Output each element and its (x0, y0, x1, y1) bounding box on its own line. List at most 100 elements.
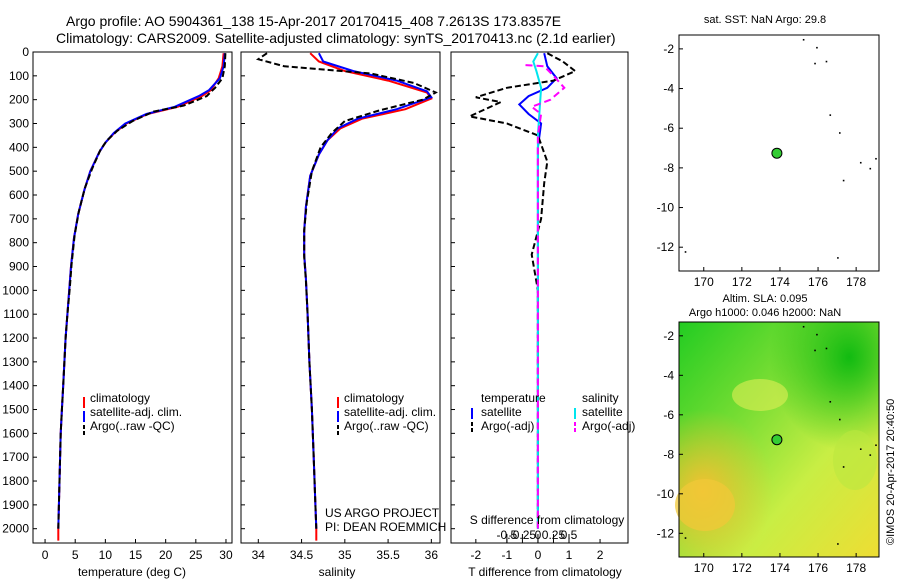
salinity-legend-climatology: climatology (344, 391, 404, 405)
temperature-legend-argo: Argo(..raw -QC) (90, 419, 175, 433)
temperature-ytick-label: 1400 (2, 379, 29, 393)
sla-map-title-line2: Argo h1000: 0.046 h2000: NaN (689, 307, 841, 319)
difference-series-line (466, 52, 578, 529)
temperature-series-line (57, 53, 226, 529)
sla-map-xtick-label: 172 (732, 561, 752, 575)
island-dot (802, 325, 805, 328)
temperature-y-axis: 0 100 200 300 400 500 600 700 800 900 1000 1100 1200… (2, 45, 37, 536)
island-dot (825, 347, 828, 350)
sla-map-xtick-label: 176 (808, 561, 828, 575)
salinity-panel: 34 34.5 35 35.5 36 salinity climatology sate… (240, 51, 446, 579)
sst-map-xtick-label: 172 (732, 275, 752, 289)
sla-map-ytick-label: -6 (663, 408, 674, 422)
temperature-xtick-label: 15 (129, 548, 143, 562)
sst-map-ytick-label: -2 (663, 42, 674, 56)
temperature-ytick-label: 1700 (2, 450, 29, 464)
imos-credit: ©IMOS 20-Apr-2017 20:40:50 (885, 399, 897, 545)
temperature-xtick-label: 25 (189, 548, 203, 562)
island-dot (869, 454, 872, 456)
sst-map-panel: sat. SST: NaN Argo: 29.8 170 172 174 176 178… (657, 14, 880, 289)
difference-xtick-label: -1 (502, 548, 513, 562)
salinity-x-label: salinity (319, 565, 356, 579)
temperature-series (57, 53, 227, 541)
island-dot (814, 349, 816, 352)
island-dot (839, 418, 841, 421)
difference-stick-label: 0.25 (542, 528, 566, 542)
difference-x-label: T difference from climatology (468, 565, 622, 579)
difference-stick-label: -0.25 (509, 528, 537, 542)
difference-legend: temperature salinity satellite Argo(-adj… (471, 391, 635, 433)
figure-title-line2: Climatology: CARS2009. Satellite-adjuste… (56, 30, 616, 46)
salinity-xtick-label: 36 (425, 548, 439, 562)
sla-map-ytick-label: -12 (657, 526, 675, 540)
temperature-panel: 0100200300400500600700800900100011001200… (2, 45, 233, 579)
island-dot (869, 167, 872, 170)
legend-t-argo: Argo(-adj) (481, 419, 534, 433)
temperature-ytick-label: 900 (9, 260, 29, 274)
salinity-y-ticks (241, 51, 245, 530)
salinity-series (255, 52, 438, 541)
temperature-ytick-label: 200 (9, 93, 29, 107)
island-dot (859, 161, 862, 164)
legend-salinity-title: salinity (582, 391, 619, 405)
island-dot (842, 179, 845, 182)
salinity-legend-argo: Argo(..raw -QC) (344, 419, 429, 433)
salinity-series-line (303, 52, 433, 541)
temperature-ytick-label: 1200 (2, 331, 29, 345)
salinity-legend: climatology satellite-adj. clim. Argo(..… (337, 391, 436, 436)
sst-map-xtick-label: 174 (770, 275, 790, 289)
temperature-xtick-label: 0 (42, 548, 49, 562)
temperature-legend-climatology: climatology (90, 391, 150, 405)
salinity-xtick-label: 34.5 (290, 548, 314, 562)
sla-map-ytick-label: -4 (663, 368, 674, 382)
salinity-series-line (255, 52, 438, 529)
difference-panel: -2 -1 0 1 2 -0.5-0.250 0.250.5 T difference f… (450, 51, 635, 579)
temperature-ytick-label: 1600 (2, 426, 29, 440)
legend-temperature-title: temperature (481, 391, 546, 405)
sla-map-land-dots (684, 325, 877, 545)
difference-x-axis: -2 -1 0 1 2 (471, 539, 604, 562)
sla-map-xtick-label: 174 (770, 561, 790, 575)
island-dot (837, 543, 839, 545)
figure-title-line1: Argo profile: AO 5904361_138 15-Apr-2017… (66, 13, 561, 29)
sla-map-xtick-label: 170 (694, 561, 714, 575)
salinity-x-axis: 34 34.5 35 35.5 36 (252, 539, 439, 562)
difference-stick-label: -0.5 (497, 528, 518, 542)
difference-xtick-label: 0 (535, 548, 542, 562)
island-dot (816, 46, 818, 49)
sst-map-xtick-label: 170 (694, 275, 714, 289)
temperature-xtick-label: 30 (219, 548, 233, 562)
sla-map-panel: Altim. SLA: 0.095 Argo h1000: 0.046 h200… (657, 293, 880, 575)
salinity-legend-satellite: satellite-adj. clim. (344, 405, 436, 419)
island-dot (829, 114, 832, 116)
island-dot (802, 38, 805, 41)
temperature-ytick-label: 0 (22, 45, 29, 59)
temperature-xtick-label: 10 (99, 548, 113, 562)
island-dot (875, 157, 877, 160)
island-dot (839, 132, 841, 134)
temperature-ytick-label: 1500 (2, 403, 29, 417)
legend-s-argo: Argo(-adj) (582, 419, 635, 433)
temperature-xtick-label: 20 (159, 548, 173, 562)
difference-s-axis: -0.5-0.250 0.250.5 (497, 528, 578, 543)
sst-map-ytick-label: -8 (663, 161, 674, 175)
sla-map-xtick-label: 178 (846, 561, 866, 575)
temperature-series-line (57, 53, 227, 529)
temperature-ytick-label: 800 (9, 236, 29, 250)
difference-stick-label: 0 (535, 528, 542, 542)
temperature-xtick-label: 5 (72, 548, 79, 562)
island-dot (837, 257, 839, 259)
island-dot (814, 62, 816, 65)
island-dot (684, 251, 687, 253)
island-dot (816, 333, 818, 336)
temperature-x-label: temperature (deg C) (78, 565, 186, 579)
temperature-ytick-label: 100 (9, 69, 29, 83)
temperature-legend-satellite: satellite-adj. clim. (90, 405, 182, 419)
island-dot (875, 444, 877, 447)
legend-t-satellite: satellite (481, 405, 522, 419)
sst-float-marker (771, 147, 783, 159)
temperature-legend: climatology satellite-adj. clim. Argo(..… (83, 391, 182, 436)
island-dot (842, 466, 845, 468)
temperature-ytick-label: 300 (9, 117, 29, 131)
legend-s-satellite: satellite (582, 405, 623, 419)
